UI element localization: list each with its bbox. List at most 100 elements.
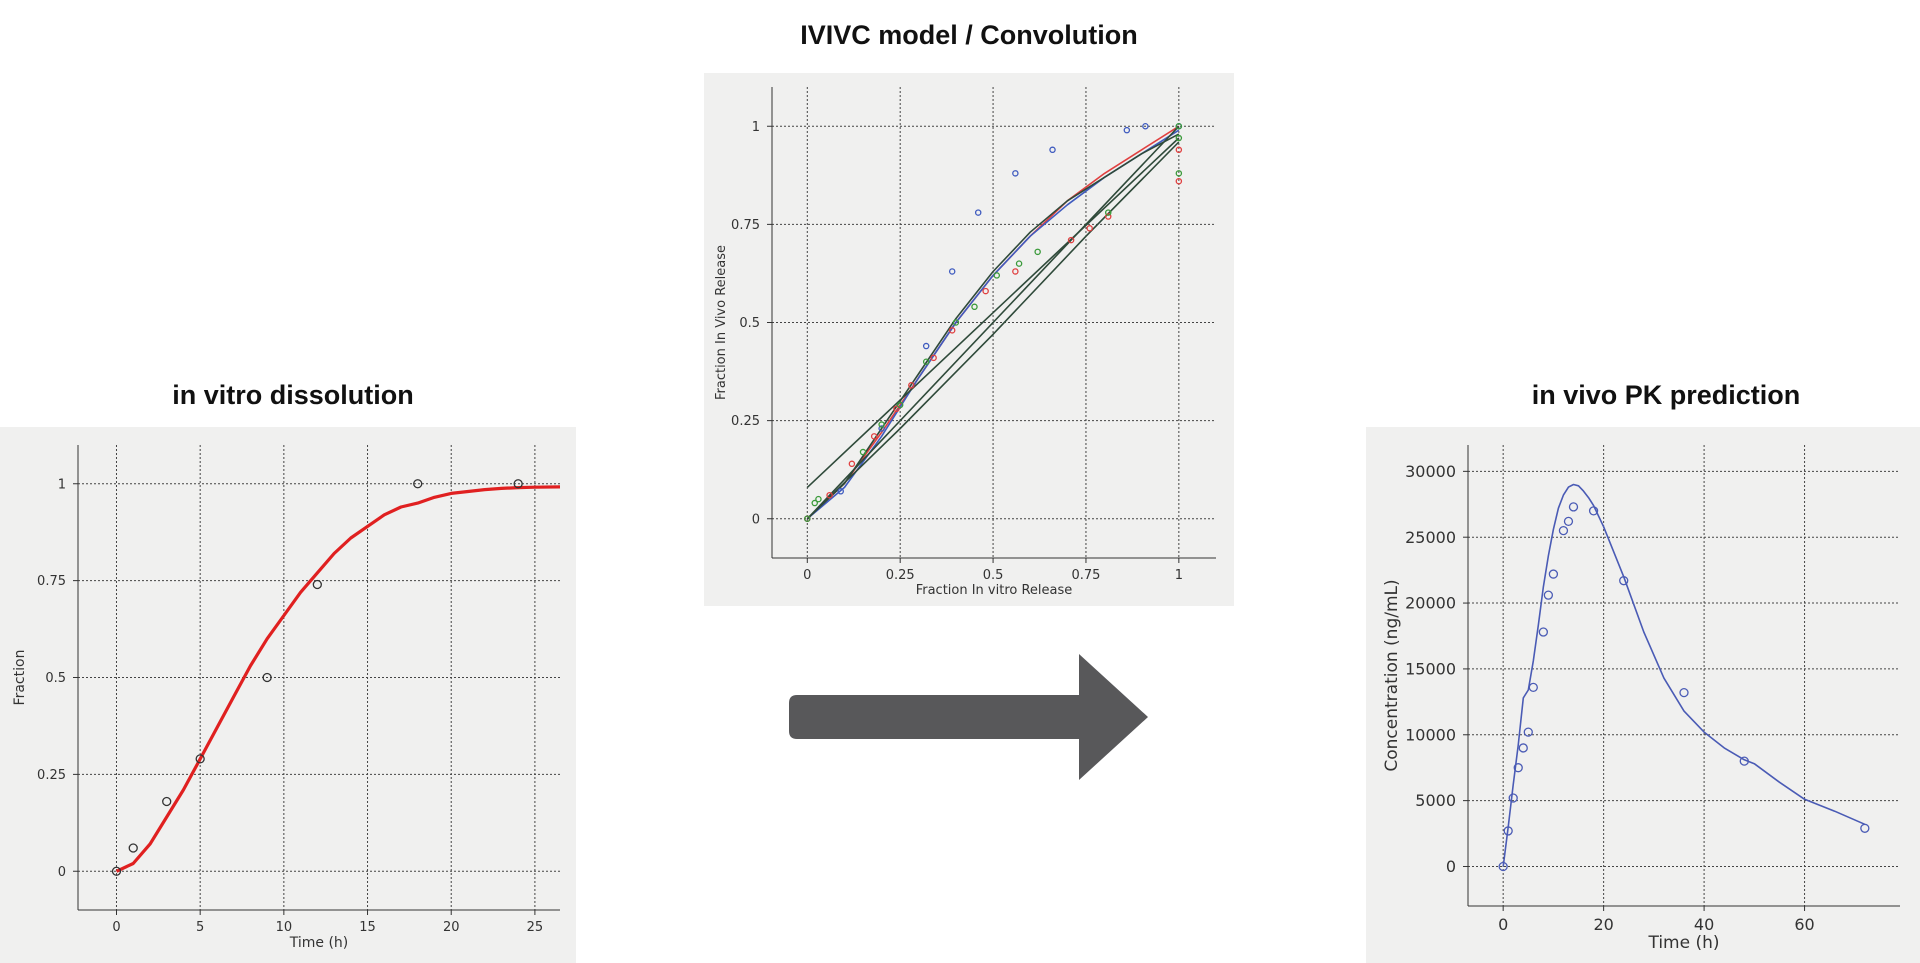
data-point xyxy=(1528,682,1538,693)
x-tick-label: 5 xyxy=(196,920,204,935)
data-point xyxy=(948,268,956,275)
data-point xyxy=(859,448,867,456)
y-tick-label: 1 xyxy=(752,120,760,135)
data-point xyxy=(128,843,138,853)
data-point xyxy=(1619,576,1629,586)
data-point xyxy=(804,515,811,522)
pk-chart-panel: 0 20 40 60 0 5000 10000 15000 20000 25000 30000 Tim… xyxy=(1366,427,1920,963)
y-tick-label: 0.75 xyxy=(731,218,760,233)
y-tick-label: 20000 xyxy=(1405,594,1456,613)
y-axis-label: Fraction xyxy=(12,650,28,706)
y-tick-label: 0.25 xyxy=(37,768,66,783)
data-point xyxy=(1067,236,1075,244)
data-point xyxy=(930,354,937,362)
data-point xyxy=(312,579,322,590)
x-tick-label: 0.75 xyxy=(1071,568,1100,583)
data-point xyxy=(111,866,122,876)
y-tick-label: 30000 xyxy=(1405,462,1456,481)
data-point xyxy=(974,209,982,216)
data-point xyxy=(982,287,989,295)
data-point xyxy=(1012,170,1019,177)
x-tick-label: 20 xyxy=(1593,915,1613,934)
data-point xyxy=(413,479,423,489)
data-point xyxy=(971,303,978,311)
data-point xyxy=(1012,268,1019,275)
data-point xyxy=(1513,763,1523,773)
data-point xyxy=(948,327,956,334)
series-line xyxy=(806,141,1180,520)
series-line xyxy=(115,485,561,873)
x-tick-label: 0 xyxy=(112,920,120,935)
y-tick-label: 0 xyxy=(1446,857,1456,876)
ivivc-title: IVIVC model / Convolution xyxy=(800,20,1138,50)
data-point xyxy=(896,401,904,409)
dissolution-chart-panel: 0 5 10 15 20 25 0 0.25 0.5 0.75 1 Time (h) Fraction xyxy=(0,427,576,963)
y-tick-label: 0.5 xyxy=(45,671,66,686)
pk-chart: 0 20 40 60 0 5000 10000 15000 20000 25000 30000 Tim… xyxy=(1382,445,1900,953)
data-point xyxy=(1503,826,1513,836)
data-point xyxy=(1175,170,1183,177)
right-arrow-icon xyxy=(789,654,1148,780)
y-tick-label: 25000 xyxy=(1405,528,1456,547)
data-point xyxy=(1175,123,1183,130)
data-point xyxy=(922,342,930,350)
y-tick-label: 1 xyxy=(58,477,66,492)
x-axis-label: Time (h) xyxy=(289,935,349,951)
series-line xyxy=(1502,483,1866,867)
data-point xyxy=(1086,225,1093,232)
x-tick-label: 1 xyxy=(1175,568,1183,583)
data-point xyxy=(1518,743,1528,753)
data-point xyxy=(815,495,822,503)
data-point xyxy=(1739,756,1749,766)
x-tick-label: 20 xyxy=(443,920,460,935)
ivivc-chart-panel: 0 0.25 0.5 0.75 1 0 0.25 0.5 0.75 1 Fraction In vi… xyxy=(704,73,1234,606)
data-point xyxy=(811,499,818,507)
dissolution-chart: 0 5 10 15 20 25 0 0.25 0.5 0.75 1 Time (h) Fraction xyxy=(12,445,561,951)
data-point xyxy=(848,460,856,468)
data-point xyxy=(262,672,272,683)
data-point xyxy=(1105,213,1112,220)
data-point xyxy=(1548,569,1559,579)
data-point xyxy=(162,796,172,807)
x-tick-label: 15 xyxy=(359,920,376,935)
data-point xyxy=(1123,126,1131,134)
data-point xyxy=(1508,793,1518,803)
data-point xyxy=(195,754,205,764)
x-axis-label: Time (h) xyxy=(1647,933,1719,953)
data-point xyxy=(1679,687,1689,698)
data-point xyxy=(993,272,1001,279)
pk-title: in vivo PK prediction xyxy=(1531,380,1801,410)
data-point xyxy=(878,421,885,428)
data-point xyxy=(1538,627,1548,637)
y-axis-label: Concentration (ng/mL) xyxy=(1382,579,1402,771)
data-point xyxy=(1523,727,1533,737)
data-point xyxy=(1049,146,1056,154)
data-point xyxy=(1034,248,1041,256)
data-point xyxy=(1175,134,1183,142)
x-tick-label: 0 xyxy=(1498,915,1508,934)
x-tick-label: 25 xyxy=(527,920,544,935)
data-point xyxy=(513,479,523,489)
dissolution-title: in vitro dissolution xyxy=(172,380,414,410)
arrow-shape xyxy=(789,654,1148,780)
data-point xyxy=(952,319,960,326)
data-point xyxy=(837,488,844,495)
y-tick-label: 0.25 xyxy=(731,414,760,429)
data-point xyxy=(870,433,878,440)
y-tick-label: 0.75 xyxy=(37,574,66,589)
data-point xyxy=(1588,506,1599,516)
data-point xyxy=(878,425,885,432)
series-line xyxy=(806,133,1180,520)
data-point xyxy=(1175,177,1183,185)
series-line xyxy=(806,137,1180,488)
y-tick-label: 0.5 xyxy=(739,316,760,331)
data-point xyxy=(1563,516,1574,527)
x-tick-label: 40 xyxy=(1694,915,1714,934)
data-point xyxy=(1175,146,1183,154)
y-tick-label: 0 xyxy=(58,865,66,880)
data-point xyxy=(1568,502,1579,512)
y-axis-label: Fraction In Vivo Release xyxy=(714,245,729,400)
y-tick-label: 15000 xyxy=(1405,660,1456,679)
x-tick-label: 0.25 xyxy=(886,568,915,583)
y-tick-label: 5000 xyxy=(1415,791,1456,810)
